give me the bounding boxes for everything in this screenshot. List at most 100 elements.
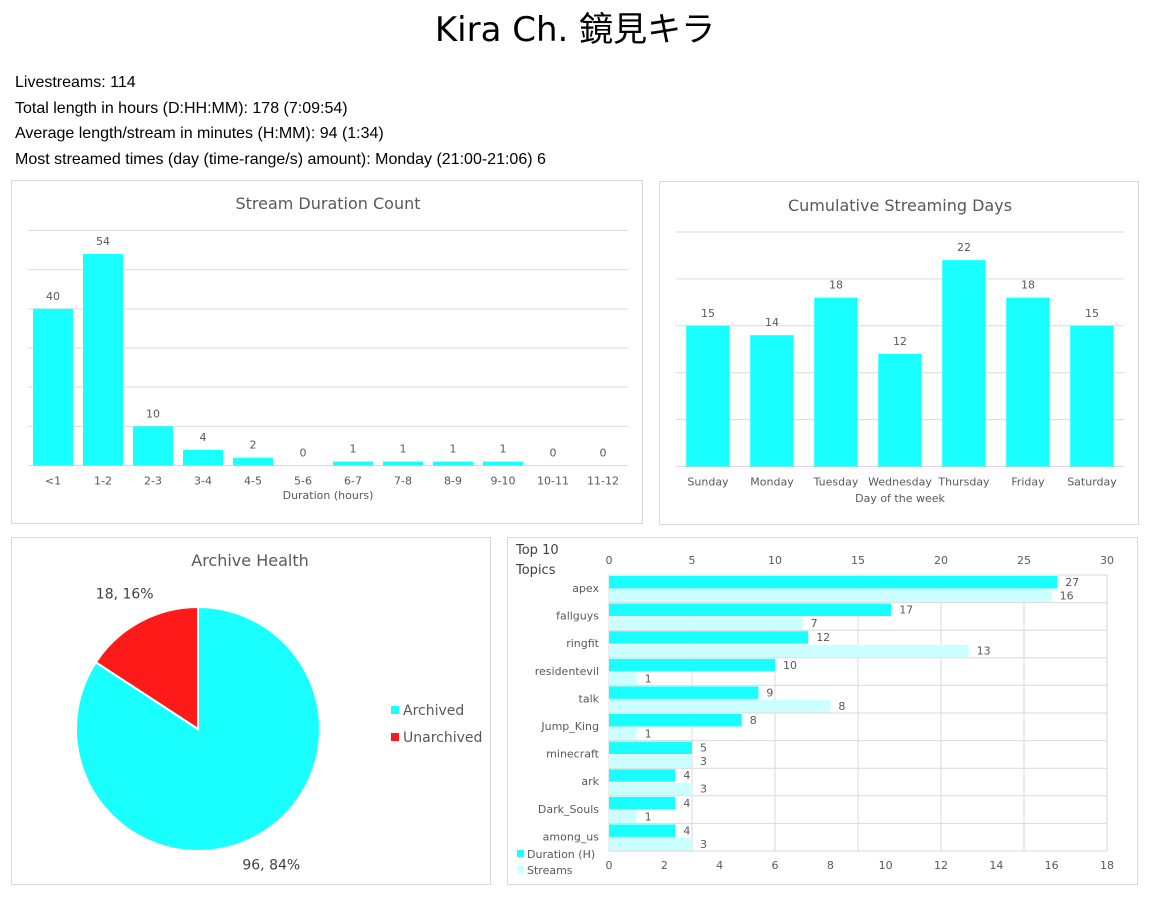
slice-label: 18, 16% <box>96 587 154 603</box>
data-label: 4 <box>200 431 207 444</box>
stat-total-length: Total length in hours (D:HH:MM): 178 (7:… <box>15 99 348 117</box>
legend-label: Archived <box>403 703 464 719</box>
category-label: 4-5 <box>244 475 262 488</box>
data-label: 10 <box>783 659 797 672</box>
stat-livestreams: Livestreams: 114 <box>15 74 136 91</box>
data-label: 14 <box>765 316 779 329</box>
category-label: 2-3 <box>144 475 162 488</box>
bottom-tick-label: 10 <box>879 859 893 872</box>
days-chart: Cumulative Streaming Days 15 Sunday 14 Monda… <box>676 196 1124 505</box>
stat-average-length: Average length/stream in minutes (H:MM):… <box>15 125 384 142</box>
legend-label: Unarchived <box>403 730 482 746</box>
bar <box>609 741 692 755</box>
data-label: 3 <box>700 755 707 768</box>
data-label: 3 <box>700 838 707 851</box>
category-label: 9-10 <box>491 475 516 488</box>
chart-title: Stream Duration Count <box>235 194 420 213</box>
category-label: 7-8 <box>394 475 412 488</box>
bar <box>609 755 692 768</box>
data-label: 4 <box>683 824 690 837</box>
data-label: 4 <box>683 769 690 782</box>
legend-swatch <box>391 733 399 741</box>
category-label: Thursday <box>937 476 990 489</box>
top-tick-label: 5 <box>689 554 696 567</box>
bottom-tick-label: 18 <box>1100 859 1114 872</box>
top-tick-label: 25 <box>1017 554 1031 567</box>
category-label: ark <box>581 775 599 788</box>
bar <box>609 631 809 644</box>
bar <box>609 796 676 810</box>
category-label: 5-6 <box>294 475 312 488</box>
data-label: 18 <box>1021 279 1035 292</box>
bar <box>433 461 473 466</box>
category-label: Dark_Souls <box>538 803 599 816</box>
bar <box>609 727 637 740</box>
bar <box>609 769 676 782</box>
data-label: 0 <box>300 447 307 460</box>
bar <box>483 461 523 466</box>
category-label: Wednesday <box>868 476 932 489</box>
category-label: Monday <box>750 476 794 489</box>
data-label: 10 <box>146 407 160 420</box>
days-chart-panel: Cumulative Streaming Days 15 Sunday 14 Monda… <box>659 181 1139 525</box>
page-title: Kira Ch. 鏡見キラ <box>434 10 716 50</box>
data-label: 1 <box>350 443 357 456</box>
bar <box>609 589 1052 602</box>
legend-swatch <box>517 866 524 873</box>
bottom-tick-label: 8 <box>827 859 834 872</box>
data-label: 54 <box>96 235 110 248</box>
x-axis-title: Duration (hours) <box>283 489 374 502</box>
bar <box>609 658 775 672</box>
top-tick-label: 0 <box>606 554 613 567</box>
legend-label: Duration (H) <box>527 848 595 861</box>
data-label: 1 <box>450 443 457 456</box>
bar <box>878 353 922 467</box>
pie-slice <box>94 605 199 731</box>
bottom-tick-label: 14 <box>989 859 1003 872</box>
category-label: Tuesday <box>813 476 859 489</box>
category-label: 3-4 <box>194 475 212 488</box>
bar <box>609 699 831 713</box>
category-label: Sunday <box>687 476 729 489</box>
duration-chart-panel: Stream Duration Count 40 <1 54 1-2 10 2-3 4 3-4 2… <box>11 180 643 524</box>
category-label: 8-9 <box>444 475 462 488</box>
bar <box>609 824 676 837</box>
bar <box>609 576 1058 589</box>
bar <box>1070 325 1114 467</box>
data-label: 12 <box>816 631 830 644</box>
legend-label: Streams <box>527 864 573 877</box>
bar <box>383 461 423 466</box>
bar <box>33 308 73 466</box>
data-label: 18 <box>829 279 843 292</box>
bar <box>1006 297 1050 467</box>
category-label: talk <box>579 692 600 705</box>
bar <box>942 260 986 467</box>
data-label: 5 <box>700 742 707 755</box>
archive-chart: Archive Health 96, 84% 18, 16% Archived Unar… <box>75 551 482 873</box>
data-label: 12 <box>893 335 907 348</box>
top-tick-label: 10 <box>768 554 782 567</box>
data-label: 16 <box>1060 590 1074 603</box>
data-label: 0 <box>550 447 557 460</box>
stats-block: Livestreams: 114 Total length in hours (… <box>15 72 546 174</box>
data-label: 40 <box>46 290 60 303</box>
legend-swatch <box>391 706 399 714</box>
bar <box>609 782 692 796</box>
category-label: 10-11 <box>537 475 569 488</box>
data-label: 3 <box>700 783 707 796</box>
category-label: <1 <box>45 475 61 488</box>
bar <box>609 644 969 658</box>
bar <box>609 837 692 851</box>
category-label: ringfit <box>566 637 599 650</box>
data-label: 15 <box>701 307 715 320</box>
bottom-tick-label: 4 <box>716 859 723 872</box>
bar <box>233 457 273 466</box>
chart-title: Archive Health <box>191 551 309 570</box>
top-tick-label: 15 <box>851 554 865 567</box>
category-label: Saturday <box>1067 476 1117 489</box>
bottom-tick-label: 2 <box>661 859 668 872</box>
chart-title: Top 10 Topics <box>515 543 559 578</box>
bar <box>609 810 637 823</box>
data-label: 4 <box>683 797 690 810</box>
data-label: 7 <box>811 617 818 630</box>
